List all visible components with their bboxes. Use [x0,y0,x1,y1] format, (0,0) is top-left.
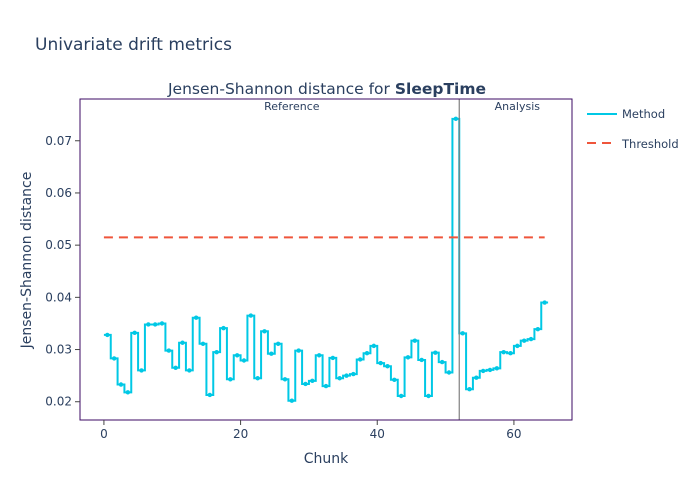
y-tick-label-0: 0.02 [45,395,72,409]
method-point-40 [378,360,383,366]
method-point-60 [515,343,520,349]
method-point-4 [132,330,137,336]
method-point-57 [494,366,500,371]
y-tick-label-3: 0.05 [45,238,72,252]
method-point-54 [474,375,479,380]
method-point-29 [303,381,308,387]
method-point-13 [193,315,199,320]
method-point-8 [159,321,165,326]
legend: Method Threshold [587,107,679,151]
method-point-35 [344,373,349,378]
method-point-42 [392,377,397,383]
x-axis-label: Chunk [304,451,349,467]
method-point-43 [398,393,404,399]
method-point-20 [241,358,247,363]
method-point-32 [323,383,329,389]
method-point-26 [282,377,288,382]
chart-title: Jensen-Shannon distance for SleepTime [167,80,486,98]
method-point-53 [467,387,472,392]
method-point-63 [535,326,541,332]
method-point-18 [228,377,233,382]
method-point-34 [337,376,342,381]
method-point-1 [111,356,117,361]
method-point-50 [446,370,452,375]
method-point-64 [542,300,547,305]
method-point-38 [364,350,370,356]
y-tick-label-2: 0.04 [45,290,72,304]
plot-area: Reference Analysis 0 20 40 60 0.02 0.03 0.04 0.05… [45,98,573,441]
y-axis-label: Jensen-Shannon distance [19,172,35,350]
legend-item-method[interactable]: Method [587,107,665,121]
legend-method-label: Method [622,107,665,121]
method-point-0 [105,332,110,338]
method-point-41 [385,364,390,369]
x-tick-label-0: 0 [100,427,108,441]
method-point-62 [528,336,534,342]
method-point-21 [248,313,254,318]
method-point-5 [139,368,144,373]
method-point-36 [351,371,356,377]
page-title: Univariate drift metrics [35,35,232,55]
method-point-51 [453,116,459,122]
method-point-52 [460,331,465,336]
method-point-22 [255,376,260,381]
method-point-58 [501,349,506,355]
method-point-28 [296,348,301,353]
chart-title-feature: SleepTime [395,80,486,98]
method-point-48 [433,350,438,355]
method-point-30 [310,378,315,384]
method-point-19 [234,353,240,358]
period-label-reference: Reference [264,100,320,113]
method-point-2 [118,382,124,387]
method-point-24 [269,351,274,356]
method-point-44 [405,355,411,360]
legend-threshold-label: Threshold [621,137,679,151]
method-point-33 [330,355,336,361]
method-point-10 [173,365,178,371]
method-point-31 [316,353,322,358]
method-point-47 [426,393,431,399]
method-point-16 [214,349,219,355]
method-point-23 [262,329,267,334]
y-tick-label-5: 0.07 [45,134,72,148]
method-point-56 [487,367,493,373]
method-point-6 [146,322,151,327]
method-point-45 [412,338,418,343]
method-point-55 [480,368,486,374]
method-point-11 [180,340,185,345]
x-tick-label-60: 60 [506,427,521,441]
period-label-analysis: Analysis [495,100,541,113]
method-point-37 [357,357,363,362]
method-point-49 [439,359,445,365]
method-point-61 [521,338,527,343]
method-point-9 [166,348,172,353]
method-point-27 [289,398,295,403]
y-tick-label-1: 0.03 [45,343,72,357]
method-point-7 [152,322,158,327]
method-point-25 [275,341,281,346]
method-point-12 [187,368,192,373]
method-point-39 [371,343,377,349]
method-point-59 [508,350,513,356]
y-tick-label-4: 0.06 [45,186,72,200]
chart-title-prefix: Jensen-Shannon distance for [167,80,395,98]
method-point-3 [125,390,131,395]
method-point-15 [207,392,213,398]
method-point-17 [221,325,226,331]
x-tick-label-40: 40 [370,427,385,441]
plot-frame [79,98,573,421]
method-point-14 [200,341,206,346]
method-point-46 [419,357,424,363]
x-tick-label-20: 20 [233,427,248,441]
legend-item-threshold[interactable]: Threshold [587,137,679,151]
method-series-line [103,117,549,402]
